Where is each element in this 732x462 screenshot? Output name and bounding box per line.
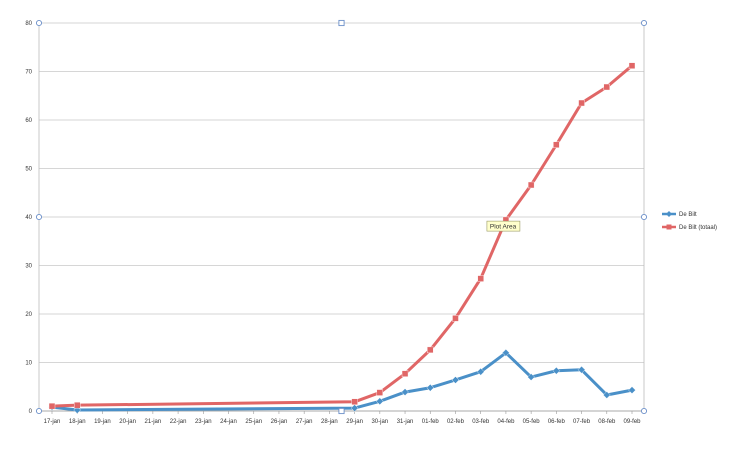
- resize-handle[interactable]: [640, 19, 648, 27]
- x-tick-label: 20-jan: [119, 419, 136, 425]
- plot-area-tooltip: Plot Area: [486, 220, 521, 232]
- x-tick-label: 17-jan: [44, 419, 61, 425]
- tooltip-label: Plot Area: [490, 223, 517, 230]
- x-tick-label: 23-jan: [195, 419, 212, 425]
- y-tick-label: 70: [25, 70, 32, 76]
- legend-label: De Bilt: [679, 212, 697, 218]
- y-tick-label: 30: [25, 264, 32, 270]
- data-point-diamond[interactable]: [577, 365, 586, 374]
- data-point-square[interactable]: [628, 62, 636, 69]
- legend-entry[interactable]: De Bilt: [662, 211, 697, 218]
- data-point-square[interactable]: [351, 398, 358, 405]
- x-tick-label: 19-jan: [94, 419, 111, 425]
- gridlines: [39, 22, 644, 412]
- x-tick-label: 09-feb: [623, 419, 641, 425]
- y-tick-label: 0: [29, 409, 33, 415]
- data-point-square[interactable]: [401, 370, 409, 377]
- y-tick-label: 10: [25, 361, 32, 367]
- y-tick-label: 40: [25, 215, 32, 221]
- x-tick-label: 24-jan: [220, 419, 237, 425]
- data-point-diamond[interactable]: [502, 349, 510, 357]
- resize-handle[interactable]: [640, 213, 648, 221]
- legend-entry[interactable]: De Bilt (totaal): [662, 224, 717, 232]
- y-tick-label: 50: [25, 167, 32, 173]
- resize-handle[interactable]: [35, 407, 43, 415]
- x-tick-label: 05-feb: [523, 419, 541, 425]
- data-point-square[interactable]: [578, 99, 585, 107]
- y-tick-label: 20: [25, 312, 32, 318]
- data-point-diamond[interactable]: [476, 367, 485, 376]
- resize-handle[interactable]: [338, 19, 345, 27]
- data-point-diamond[interactable]: [527, 373, 535, 381]
- x-tick-label: 29-jan: [346, 419, 363, 425]
- data-point-diamond[interactable]: [401, 388, 409, 396]
- x-tick-label: 01-feb: [422, 419, 440, 425]
- data-point-diamond[interactable]: [426, 383, 435, 392]
- axes: 0 10 20 30 40 50 60 70 80 17-jan 18-jan 19-jan 20-ja…: [25, 21, 645, 425]
- x-tick-label: 18-jan: [69, 419, 86, 425]
- data-point-square[interactable]: [477, 275, 484, 282]
- legend-label: De Bilt (totaal): [679, 225, 717, 231]
- x-tick-label: 06-feb: [548, 419, 566, 425]
- data-point-diamond[interactable]: [376, 397, 384, 406]
- x-tick-label: 22-jan: [170, 419, 187, 425]
- tooltip-box: [486, 220, 521, 232]
- y-tick-label: 80: [25, 21, 32, 27]
- resize-handle[interactable]: [35, 213, 43, 221]
- x-tick-label: 04-feb: [497, 419, 515, 425]
- y-tick-label: 60: [25, 118, 32, 124]
- series: [48, 62, 636, 414]
- data-point-square[interactable]: [376, 389, 384, 396]
- data-point-square[interactable]: [553, 141, 560, 148]
- resize-handle[interactable]: [338, 407, 345, 415]
- series-line-0[interactable]: [50, 351, 634, 412]
- data-point-square[interactable]: [527, 181, 535, 189]
- data-point-square[interactable]: [603, 83, 610, 91]
- legend-marker-diamond: [666, 211, 672, 217]
- x-tick-label: 25-jan: [245, 419, 262, 425]
- data-point-square[interactable]: [427, 346, 434, 354]
- x-tick-label: 08-feb: [598, 419, 616, 425]
- x-tick-label: 03-feb: [472, 419, 490, 425]
- plot-area-selection-handles[interactable]: [35, 19, 648, 415]
- x-tick-label: 21-jan: [145, 419, 162, 425]
- data-point-square[interactable]: [74, 401, 81, 409]
- data-point-diamond[interactable]: [602, 391, 611, 399]
- series-line-1[interactable]: [50, 64, 634, 408]
- x-tick-label: 30-jan: [371, 419, 388, 425]
- data-point-diamond[interactable]: [451, 376, 460, 384]
- data-point-diamond[interactable]: [552, 366, 561, 375]
- legend-marker-square: [666, 224, 672, 230]
- x-tick-label: 07-feb: [573, 419, 591, 425]
- data-point-square[interactable]: [48, 402, 56, 410]
- resize-handle[interactable]: [640, 407, 648, 415]
- legend[interactable]: De Bilt De Bilt (totaal): [662, 211, 717, 231]
- x-tick-label: 26-jan: [271, 419, 288, 425]
- resize-handle[interactable]: [35, 19, 43, 27]
- data-point-square[interactable]: [452, 315, 459, 322]
- x-tick-label: 02-feb: [447, 419, 465, 425]
- data-point-diamond[interactable]: [350, 404, 359, 412]
- data-point-diamond[interactable]: [628, 386, 636, 394]
- x-tick-label: 28-jan: [321, 419, 338, 425]
- x-tick-label: 31-jan: [397, 419, 414, 425]
- x-tick-label: 27-jan: [296, 419, 313, 425]
